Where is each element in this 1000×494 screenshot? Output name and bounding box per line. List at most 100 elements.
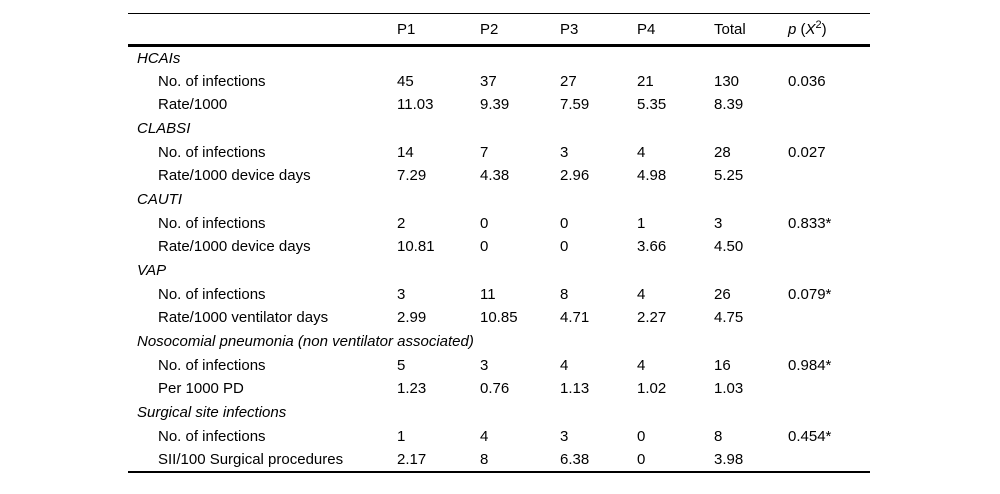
cell-p-value: 0.079*: [788, 285, 832, 303]
cell-p1: 2: [397, 214, 406, 232]
cell-p2: 0: [480, 238, 489, 256]
cell-total: 26: [714, 285, 731, 303]
cell-p3: 4: [560, 356, 569, 374]
row-label: No. of infections: [158, 143, 266, 161]
cell-p2: 4.38: [480, 167, 510, 185]
cell-p1: 14: [397, 143, 414, 161]
cell-total: 130: [714, 72, 740, 90]
cell-p3: 4.71: [560, 309, 590, 327]
column-header-total: Total: [714, 13, 788, 47]
cell-p4: 0: [637, 448, 714, 473]
table-row: No. of infections 3 11 8 4 26 0.079*: [128, 282, 870, 306]
row-label: Per 1000 PD: [158, 380, 244, 398]
row-label: SII/100 Surgical procedures: [128, 448, 397, 473]
cell-total: 16: [714, 356, 731, 374]
table-row: No. of infections 1 4 3 0 8 0.454*: [128, 425, 870, 449]
cell-p3: 7.59: [560, 96, 590, 114]
cell-p1: 2.17: [397, 448, 480, 473]
cell-total: 8.39: [714, 96, 744, 114]
cell-p1: 11.03: [397, 96, 434, 114]
cell-p2: 8: [480, 448, 560, 473]
section-title: Nosocomial pneumonia (non ventilator ass…: [137, 333, 474, 351]
row-label: Rate/1000: [158, 96, 228, 114]
cell-p3: 27: [560, 72, 577, 90]
cell-p-value: [788, 235, 870, 259]
cell-p1: 1: [397, 427, 406, 445]
table-row: Rate/1000 ventilator days 2.99 10.85 4.7…: [128, 306, 870, 330]
cell-p-value: [788, 164, 870, 188]
cell-p-value: [788, 93, 870, 117]
row-label: No. of infections: [158, 72, 266, 90]
cell-p4: 1.02: [637, 380, 667, 398]
chi-square-symbol: X: [805, 20, 816, 38]
cell-p1: 10.81: [397, 238, 435, 256]
cell-p4: 4.98: [637, 167, 667, 185]
cell-p-value: 0.984*: [788, 356, 832, 374]
cell-p2: 4: [480, 427, 489, 445]
table-row: SII/100 Surgical procedures 2.17 8 6.38 …: [128, 448, 870, 473]
section-title: HCAIs: [137, 49, 181, 67]
cell-total: 8: [714, 427, 723, 445]
column-header-p1: P1: [397, 13, 480, 47]
table-row: No. of infections 2 0 0 1 3 0.833*: [128, 211, 870, 235]
cell-p3: 2.96: [560, 167, 590, 185]
column-header-p-chi-square: p (X2): [788, 13, 870, 47]
cell-p2: 37: [480, 72, 497, 90]
section-header-row: Nosocomial pneumonia (non ventilator ass…: [128, 330, 870, 354]
cell-p4: 3.66: [637, 238, 667, 256]
cell-p3: 8: [560, 285, 569, 303]
cell-p3: 6.38: [560, 448, 637, 473]
section-header-row: VAP: [128, 259, 870, 283]
cell-p-value: [788, 448, 870, 473]
section-header-row: CLABSI: [128, 117, 870, 141]
section-title: CLABSI: [137, 119, 191, 137]
cell-total: 4.50: [714, 238, 744, 256]
cell-p2: 0: [480, 214, 489, 232]
cell-p4: 2.27: [637, 309, 667, 327]
column-header-empty: [128, 13, 397, 47]
infections-table-container: P1 P2 P3 P4 Total p (X2) HCAIs No. of in…: [128, 13, 870, 473]
cell-p4: 0: [637, 427, 646, 445]
cell-p3: 0: [560, 214, 569, 232]
section-header-row: HCAIs: [128, 46, 870, 70]
table-row: No. of infections 45 37 27 21 130 0.036: [128, 69, 870, 93]
paren-open: (: [796, 20, 806, 38]
section-title: VAP: [137, 262, 167, 280]
column-header-p3: P3: [560, 13, 637, 47]
p-symbol: p: [788, 20, 797, 38]
cell-p2: 3: [480, 356, 489, 374]
cell-p4: 4: [637, 356, 646, 374]
row-label: Rate/1000 device days: [158, 238, 311, 256]
row-label: No. of infections: [158, 427, 266, 445]
cell-p4: 4: [637, 143, 646, 161]
cell-p3: 1.13: [560, 380, 590, 398]
cell-p4: 4: [637, 285, 646, 303]
table-row: Rate/1000 device days 7.29 4.38 2.96 4.9…: [128, 164, 870, 188]
cell-p4: 5.35: [637, 96, 667, 114]
row-label: No. of infections: [158, 356, 266, 374]
cell-p3: 3: [560, 427, 569, 445]
row-label: Rate/1000 device days: [158, 167, 311, 185]
header-row: P1 P2 P3 P4 Total p (X2): [128, 13, 870, 47]
table-row: Rate/1000 11.03 9.39 7.59 5.35 8.39: [128, 93, 870, 117]
chi-square-exponent: 2: [815, 18, 822, 31]
table-row: No. of infections 5 3 4 4 16 0.984*: [128, 353, 870, 377]
cell-total: 4.75: [714, 309, 744, 327]
cell-total: 1.03: [714, 380, 744, 398]
paren-close: ): [821, 20, 827, 38]
cell-p2: 7: [480, 143, 489, 161]
cell-p1: 45: [397, 72, 414, 90]
cell-p1: 3: [397, 285, 406, 303]
cell-p4: 1: [637, 214, 646, 232]
cell-p-value: 0.454*: [788, 427, 832, 445]
cell-p2: 9.39: [480, 96, 510, 114]
cell-total: 3: [714, 214, 723, 232]
cell-total: 5.25: [714, 167, 744, 185]
cell-p-value: [788, 377, 870, 401]
table-row: Rate/1000 device days 10.81 0 0 3.66 4.5…: [128, 235, 870, 259]
section-header-row: CAUTI: [128, 188, 870, 212]
cell-p-value: 0.027: [788, 143, 826, 161]
cell-p2: 10.85: [480, 309, 518, 327]
cell-p3: 3: [560, 143, 569, 161]
cell-p-value: 0.036: [788, 72, 826, 90]
